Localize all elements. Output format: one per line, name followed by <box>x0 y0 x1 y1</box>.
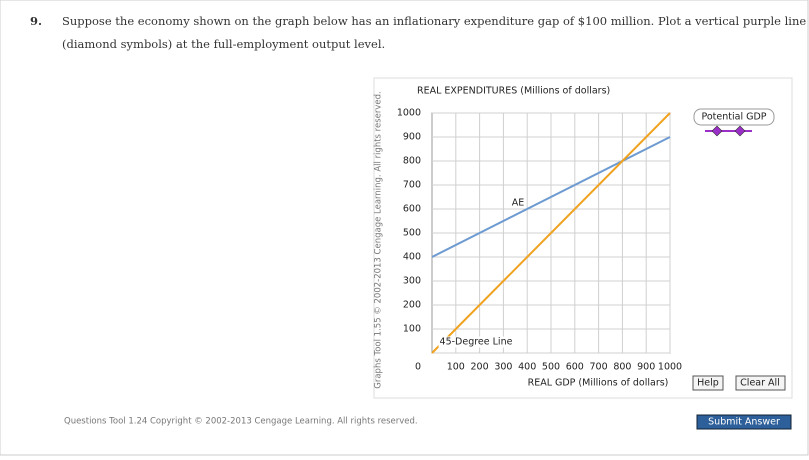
footer: Questions Tool 1.24 Copyright © 2002-201… <box>64 417 418 427</box>
x-tick-label: 900 <box>637 362 655 373</box>
submit-label: Submit Answer <box>708 417 780 428</box>
chart-title: REAL EXPENDITURES (Millions of dollars) <box>417 86 610 97</box>
question-text: Suppose the economy shown on the graph b… <box>62 14 806 28</box>
tool-diamond <box>711 125 723 137</box>
x-tick-label: 700 <box>590 362 608 373</box>
tool-diamond <box>734 125 746 137</box>
x-tick-label: 800 <box>613 362 631 373</box>
y-tick-label: 300 <box>403 276 421 287</box>
series-line <box>431 112 671 354</box>
x-tick-label: 200 <box>471 362 489 373</box>
x-tick-label: 500 <box>542 362 560 373</box>
y-tick-label: 600 <box>403 204 421 215</box>
y-tick-label: 1000 <box>397 108 421 119</box>
series-label: AE <box>512 198 525 209</box>
y-tick-label: 700 <box>403 180 421 191</box>
x-tick-label: 1000 <box>658 362 682 373</box>
label-bg <box>510 197 526 209</box>
y-tick-label: 400 <box>403 252 421 263</box>
y-tick-label: 900 <box>403 132 421 143</box>
side-note: Graphs Tool 1.55 © 2002-2013 Cengage Lea… <box>374 91 384 388</box>
y-tick-label: 500 <box>403 228 421 239</box>
x-tick-label: 600 <box>566 362 584 373</box>
x-tick-label: 400 <box>518 362 536 373</box>
series-label: 45-Degree Line <box>440 337 513 348</box>
help-label: Help <box>697 378 719 389</box>
label-bg <box>438 336 514 348</box>
x-tick-label: 100 <box>447 362 465 373</box>
y-tick-label: 200 <box>403 300 421 311</box>
question-number: 9. <box>30 14 42 28</box>
submit-button[interactable] <box>696 414 792 430</box>
help-button[interactable] <box>692 375 724 391</box>
tool-label: Potential GDP <box>701 112 766 123</box>
series-line <box>431 136 671 258</box>
clear-button[interactable] <box>735 375 786 391</box>
x-tick-label: 300 <box>494 362 512 373</box>
x-axis-label: REAL GDP (Millions of dollars) <box>528 378 669 389</box>
question-text: (diamond symbols) at the full-employment… <box>62 37 385 51</box>
y-tick-label: 100 <box>403 324 421 335</box>
tool-box[interactable] <box>693 108 775 126</box>
y-tick-label: 0 <box>415 362 421 373</box>
y-tick-label: 800 <box>403 156 421 167</box>
clear-label: Clear All <box>740 378 780 389</box>
tool-icon[interactable] <box>705 125 752 137</box>
